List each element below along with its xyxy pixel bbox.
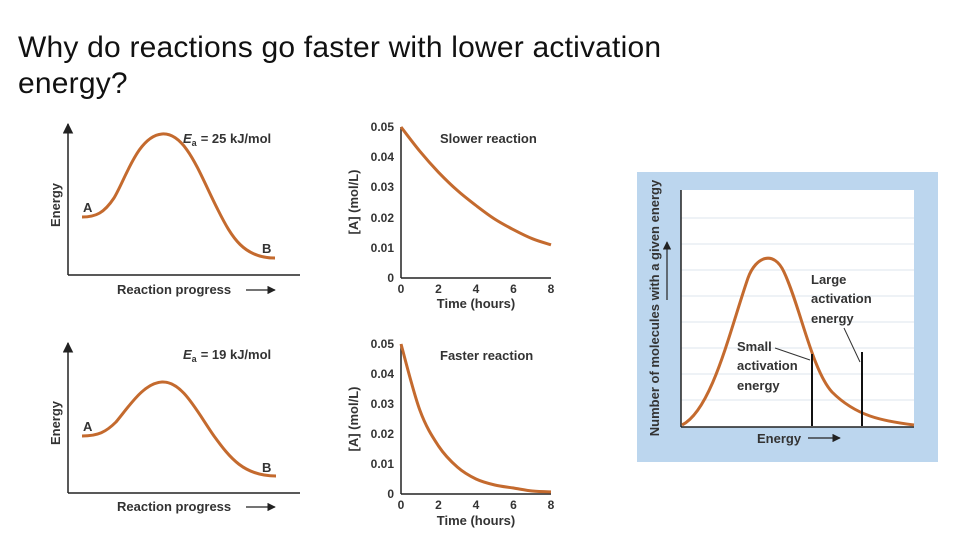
y-axis-label: [A] (mol/L) — [346, 170, 361, 235]
point-a-label: A — [83, 200, 93, 215]
x-axis-label: Reaction progress — [117, 282, 231, 297]
large-activation-energy-label: Large activation energy — [811, 272, 875, 326]
y-tick-label: 0.02 — [371, 427, 395, 441]
energy-curve — [81, 380, 277, 478]
x-axis-label: Time (hours) — [437, 296, 516, 311]
y-tick-label: 0 — [387, 487, 394, 501]
concentration-line — [399, 343, 552, 494]
ea-value: = 25 kJ/mol — [201, 131, 271, 146]
x-axis-label: Reaction progress — [117, 499, 231, 514]
x-tick-labels: 0 2 4 6 8 — [398, 498, 555, 512]
y-tick-label: 0.04 — [371, 150, 395, 164]
label-line: activation — [737, 358, 798, 373]
energy-curve — [81, 132, 276, 260]
y-tick-label: 0.04 — [371, 367, 395, 381]
energy-diagram-top: Energy Reaction progress Ea = 25 kJ/mol A… — [48, 122, 300, 297]
concentration-chart-bottom: 0 0.01 0.02 0.03 0.04 0.05 0 2 4 6 8 [A]… — [346, 337, 555, 528]
y-axis-label: Energy — [48, 182, 63, 227]
y-axis-label: [A] (mol/L) — [346, 387, 361, 452]
ea-value: = 19 kJ/mol — [201, 347, 271, 362]
slide-title: Why do reactions go faster with lower ac… — [18, 31, 662, 100]
small-ea-pointer — [774, 347, 811, 361]
chart-title: Faster reaction — [440, 348, 533, 363]
small-activation-energy-label: Small activation energy — [737, 339, 801, 393]
ea-subscript: a — [192, 354, 198, 364]
label-line: energy — [737, 378, 780, 393]
y-tick-label: 0.01 — [371, 457, 395, 471]
y-tick-labels: 0 0.01 0.02 0.03 0.04 0.05 — [371, 337, 395, 501]
y-axis-label: Energy — [48, 400, 63, 445]
y-tick-label: 0.05 — [371, 337, 395, 351]
y-tick-label: 0 — [387, 271, 394, 285]
y-tick-label: 0.02 — [371, 211, 395, 225]
x-tick-label: 4 — [473, 282, 480, 296]
x-axis-label: Time (hours) — [437, 513, 516, 528]
concentration-line — [399, 126, 552, 247]
activation-energy-label: Ea = 25 kJ/mol — [183, 131, 271, 148]
x-tick-label: 6 — [510, 282, 517, 296]
concentration-chart-top: 0 0.01 0.02 0.03 0.04 0.05 0 2 4 6 8 [A]… — [346, 120, 555, 311]
ea-symbol: E — [183, 131, 192, 146]
distribution-curve — [681, 256, 915, 427]
energy-distribution-panel: Number of molecules with a given energy … — [637, 172, 938, 462]
grid-lines — [681, 217, 914, 401]
x-tick-label: 2 — [435, 282, 442, 296]
y-tick-label: 0.03 — [371, 397, 395, 411]
x-tick-label: 6 — [510, 498, 517, 512]
x-tick-label: 2 — [435, 498, 442, 512]
y-tick-label: 0.01 — [371, 241, 395, 255]
x-tick-label: 8 — [548, 282, 555, 296]
x-tick-labels: 0 2 4 6 8 — [398, 282, 555, 296]
point-b-label: B — [262, 460, 271, 475]
energy-diagram-bottom: Energy Reaction progress Ea = 19 kJ/mol A… — [48, 341, 300, 514]
label-line: Small — [737, 339, 772, 354]
point-b-label: B — [262, 241, 271, 256]
chart-title: Slower reaction — [440, 131, 537, 146]
x-tick-label: 8 — [548, 498, 555, 512]
y-axis-label: Number of molecules with a given energy — [647, 179, 662, 436]
label-line: activation — [811, 291, 872, 306]
y-tick-labels: 0 0.01 0.02 0.03 0.04 0.05 — [371, 120, 395, 285]
y-tick-label: 0.03 — [371, 180, 395, 194]
x-tick-label: 4 — [473, 498, 480, 512]
y-tick-label: 0.05 — [371, 120, 395, 134]
ea-subscript: a — [192, 138, 198, 148]
x-tick-label: 0 — [398, 498, 405, 512]
label-line: energy — [811, 311, 854, 326]
label-line: Large — [811, 272, 846, 287]
x-axis-label: Energy — [757, 431, 802, 446]
activation-energy-label: Ea = 19 kJ/mol — [183, 347, 271, 364]
ea-symbol: E — [183, 347, 192, 362]
large-ea-pointer — [843, 327, 861, 363]
point-a-label: A — [83, 419, 93, 434]
x-tick-label: 0 — [398, 282, 405, 296]
